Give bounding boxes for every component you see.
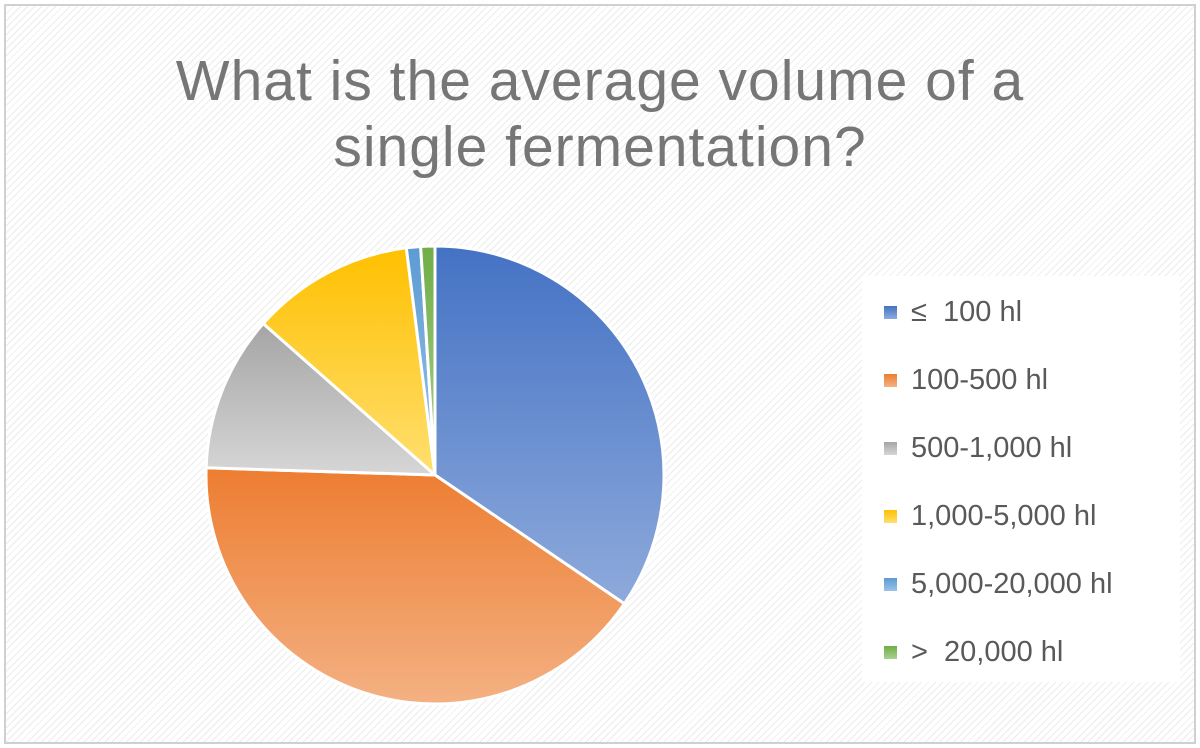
pie-slice-4	[261, 246, 437, 477]
chart-title: What is the average volume of a single f…	[6, 48, 1194, 180]
legend-label-3: 500-1,000 hl	[911, 431, 1073, 464]
pie-slice-3	[204, 322, 437, 477]
legend-item-3: 500-1,000 hl	[884, 428, 1072, 468]
legend-swatch-1	[884, 305, 897, 319]
legend-item-4: 1,000-5,000 hl	[884, 496, 1096, 536]
chart-title-line-2: single fermentation?	[333, 115, 867, 179]
legend-label-6: > 20,000 hl	[911, 635, 1064, 668]
legend-label-2: 100-500 hl	[911, 363, 1049, 396]
pie-slice-1	[433, 244, 666, 606]
legend-swatch-6	[884, 645, 897, 659]
legend-label-1: ≤ 100 hl	[911, 295, 1023, 328]
legend-item-6: > 20,000 hl	[884, 632, 1063, 672]
chart-title-line-1: What is the average volume of a	[175, 49, 1025, 113]
legend-item-5: 5,000-20,000 hl	[884, 564, 1113, 604]
legend-item-1: ≤ 100 hl	[884, 292, 1022, 332]
legend-swatch-4	[884, 509, 897, 523]
legend-label-5: 5,000-20,000 hl	[911, 567, 1113, 600]
pie-chart	[204, 244, 666, 706]
pie-slice-2	[204, 466, 626, 706]
pie-slice-6	[419, 244, 437, 477]
chart-legend: ≤ 100 hl 100-500 hl 500-1,000 hl 1,000-5,00…	[862, 276, 1180, 682]
chart-area: What is the average volume of a single f…	[4, 4, 1196, 744]
legend-swatch-5	[884, 577, 897, 591]
legend-label-4: 1,000-5,000 hl	[911, 499, 1097, 532]
legend-swatch-3	[884, 441, 897, 455]
pie-slices	[204, 244, 666, 706]
legend-item-2: 100-500 hl	[884, 360, 1048, 400]
legend-swatch-2	[884, 373, 897, 387]
